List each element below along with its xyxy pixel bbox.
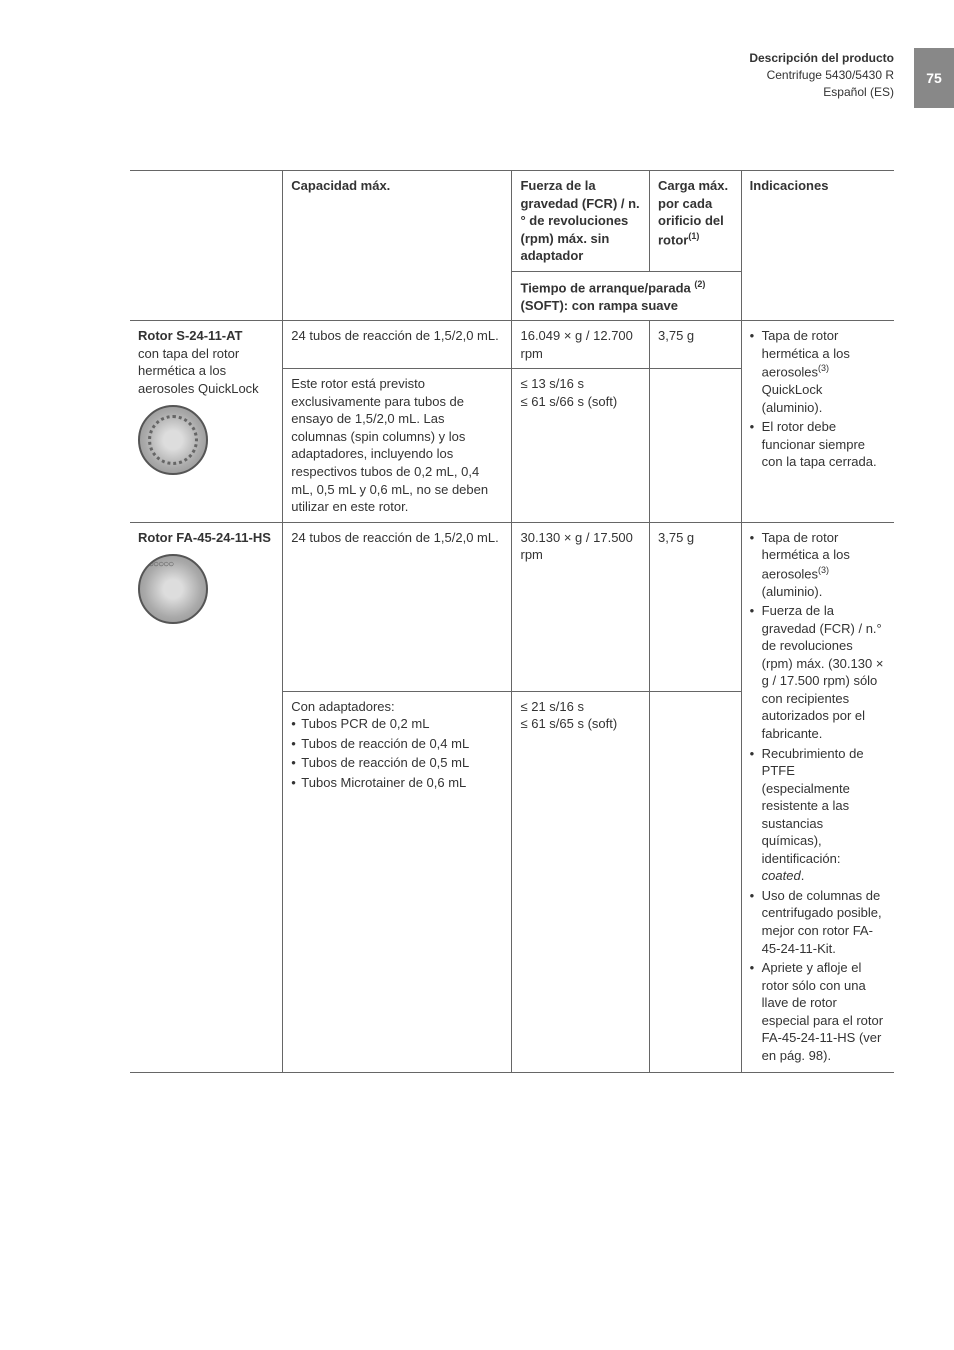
- page-number: 75: [914, 48, 954, 108]
- header-sub2: Español (ES): [749, 84, 894, 101]
- rotor-1-load: 3,75 g: [650, 321, 742, 369]
- rotor-2-time: ≤ 21 s/16 s≤ 61 s/65 s (soft): [512, 691, 650, 1073]
- rotor-1-rcf: 16.049 × g / 12.700 rpm: [512, 321, 650, 369]
- th-capacity: Capacidad máx.: [283, 171, 512, 272]
- rotor-2-load: 3,75 g: [650, 522, 742, 691]
- rotor-2-cap-top: 24 tubos de reacción de 1,5/2,0 mL.: [283, 522, 512, 691]
- rotor-2-name: Rotor FA-45-24-11-HS: [130, 522, 283, 1073]
- th-load: Carga máx. por cada orificio del rotor(1…: [650, 171, 742, 272]
- rotor-1-ind: Tapa de rotor hermética a los aerosoles(…: [741, 321, 894, 522]
- th-ind: Indicaciones: [741, 171, 894, 272]
- th-rcf: Fuerza de la gravedad (FCR) / n.° de rev…: [512, 171, 650, 272]
- rotor-2-image: [138, 554, 208, 624]
- rotor-2-cap-bottom: Con adaptadores: Tubos PCR de 0,2 mL Tub…: [283, 691, 512, 1073]
- rotor-2-rcf: 30.130 × g / 17.500 rpm: [512, 522, 650, 691]
- th-blank: [130, 171, 283, 272]
- rotor-table: Capacidad máx. Fuerza de la gravedad (FC…: [130, 170, 894, 1073]
- rotor-1-time: ≤ 13 s/16 s≤ 61 s/66 s (soft): [512, 369, 650, 522]
- rotor-1-image: [138, 405, 208, 475]
- rotor-1-name: Rotor S-24-11-AT con tapa del rotor herm…: [130, 321, 283, 522]
- header-sub1: Centrifuge 5430/5430 R: [749, 67, 894, 84]
- header-title: Descripción del producto: [749, 50, 894, 67]
- rotor-2-ind: Tapa de rotor hermética a los aerosoles(…: [741, 522, 894, 1073]
- rotor-1-cap-top: 24 tubos de reacción de 1,5/2,0 mL.: [283, 321, 512, 369]
- th-subheader: Tiempo de arranque/parada (2) (SOFT): co…: [512, 271, 741, 320]
- rotor-1-cap-bottom: Este rotor está previsto exclusivamente …: [283, 369, 512, 522]
